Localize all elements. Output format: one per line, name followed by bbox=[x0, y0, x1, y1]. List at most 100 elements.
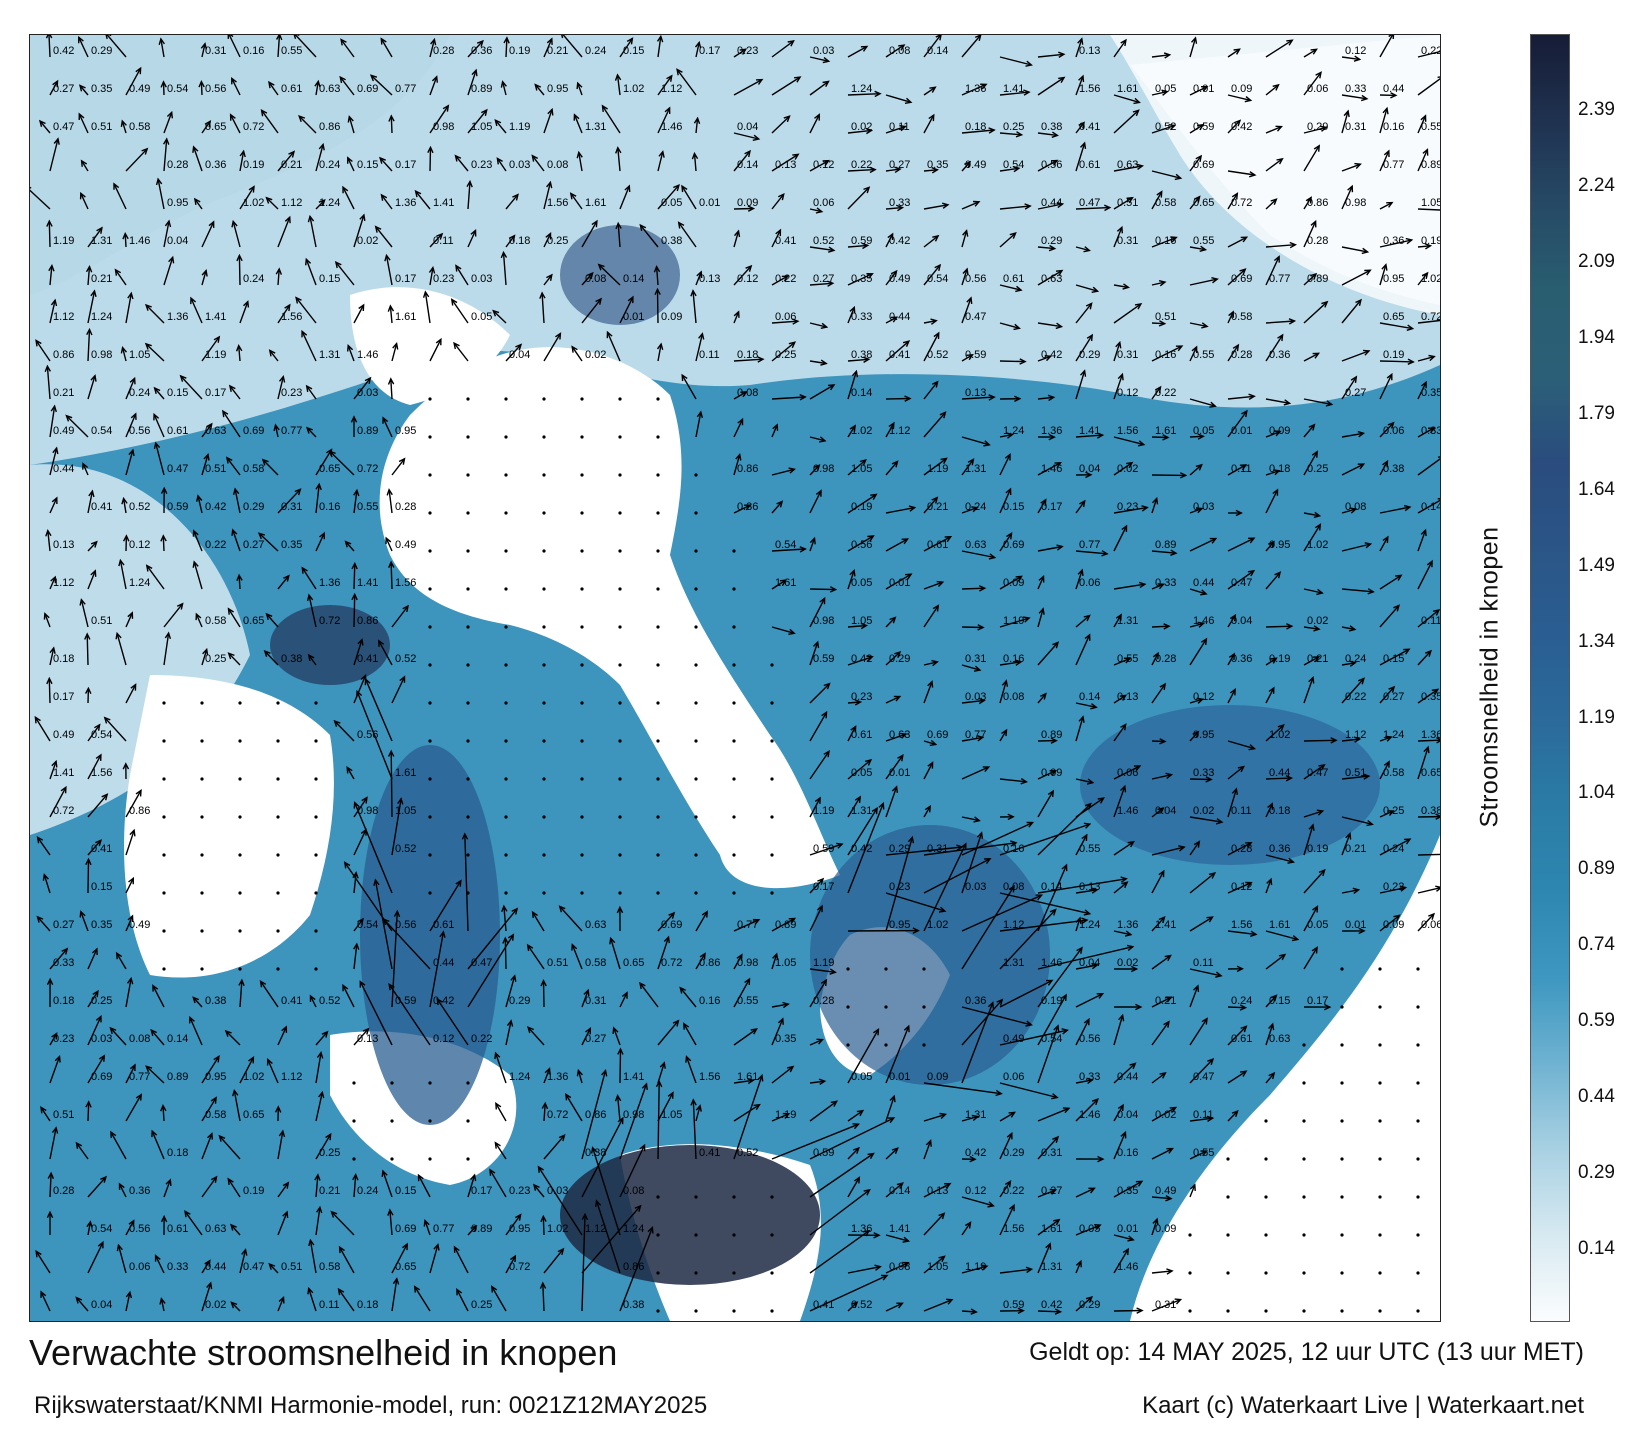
current-vector bbox=[1303, 512, 1320, 517]
current-vector bbox=[429, 105, 449, 134]
current-vector bbox=[961, 766, 989, 780]
speed-label: 0.86 bbox=[585, 1109, 606, 1121]
current-vector bbox=[1189, 1058, 1214, 1084]
current-vector-head bbox=[856, 1109, 865, 1117]
speed-label: 1.24 bbox=[129, 577, 150, 589]
current-vector-head bbox=[1353, 736, 1362, 743]
current-vector-head bbox=[301, 329, 308, 338]
current-vector-head bbox=[127, 611, 134, 619]
map-frame[interactable]: 0.42 0.29 0.31 0.16 0.55 0.28 0.36 0.19 0.21 0.24… bbox=[29, 34, 1441, 1322]
current-vector-head bbox=[1006, 1131, 1013, 1140]
current-vector bbox=[733, 132, 759, 140]
current-speed-labels: 0.42 0.29 0.31 0.16 0.55 0.28 0.36 0.19 0.21 0.24… bbox=[53, 45, 1440, 1311]
speed-label: 1.41 bbox=[1003, 83, 1024, 95]
current-vector bbox=[353, 304, 365, 324]
grid-dot bbox=[656, 511, 660, 515]
grid-dot bbox=[466, 1081, 470, 1085]
current-vector bbox=[961, 1222, 972, 1236]
speed-label: 0.05 bbox=[851, 577, 872, 589]
current-vector-head bbox=[1248, 744, 1257, 751]
current-vector bbox=[595, 1200, 621, 1274]
speed-label: 0.33 bbox=[1155, 577, 1176, 589]
current-vector bbox=[1227, 653, 1235, 666]
current-vector-head bbox=[207, 1132, 213, 1140]
current-vector bbox=[1303, 656, 1320, 666]
current-vector-head bbox=[1403, 504, 1412, 512]
current-vector-head bbox=[971, 506, 979, 513]
current-vector-head bbox=[1001, 679, 1009, 687]
current-vector-head bbox=[531, 910, 538, 919]
current-vector bbox=[298, 115, 317, 134]
current-vector bbox=[125, 915, 134, 932]
grid-dot bbox=[466, 435, 470, 439]
current-vector bbox=[771, 115, 790, 134]
current-vector-head bbox=[1208, 871, 1217, 879]
grid-dot bbox=[1302, 1043, 1306, 1047]
speed-label: 0.06 bbox=[1421, 919, 1440, 931]
current-vector-head bbox=[506, 1019, 514, 1027]
grid-dot bbox=[732, 1271, 736, 1275]
grid-dot bbox=[580, 853, 584, 857]
current-vector-head bbox=[353, 942, 360, 950]
current-vector bbox=[356, 691, 393, 780]
speed-label: 0.77 bbox=[737, 919, 758, 931]
speed-label: 0.41 bbox=[813, 1299, 834, 1311]
current-vector bbox=[1113, 197, 1133, 210]
current-vector-head bbox=[1272, 83, 1280, 91]
speed-label: 0.31 bbox=[927, 843, 948, 855]
current-vector-head bbox=[380, 193, 388, 201]
speed-label: 0.12 bbox=[1193, 691, 1214, 703]
current-vector bbox=[125, 978, 132, 1008]
current-vector bbox=[1417, 913, 1435, 932]
speed-label: 0.65 bbox=[395, 1261, 416, 1273]
current-vector bbox=[534, 84, 545, 96]
speed-label: 1.02 bbox=[927, 919, 948, 931]
current-vector-head bbox=[569, 192, 577, 200]
grid-dot bbox=[618, 739, 622, 743]
speed-label: 0.22 bbox=[471, 1033, 492, 1045]
current-vector bbox=[505, 1214, 522, 1236]
grid-dot bbox=[580, 587, 584, 591]
speed-label: 0.08 bbox=[737, 387, 758, 399]
current-vector-head bbox=[1197, 433, 1205, 440]
current-vector-head bbox=[1248, 393, 1256, 401]
current-vector bbox=[125, 449, 134, 476]
current-vector-head bbox=[647, 1226, 654, 1234]
current-vector bbox=[201, 43, 206, 58]
current-vector-head bbox=[213, 335, 221, 343]
current-vector bbox=[581, 1214, 586, 1312]
current-vector bbox=[885, 695, 901, 704]
grid-dot bbox=[1302, 1233, 1306, 1237]
current-vector-head bbox=[1163, 623, 1171, 630]
current-vector-head bbox=[971, 1114, 980, 1122]
current-vector bbox=[1341, 833, 1351, 856]
current-vector-head bbox=[540, 1214, 547, 1223]
current-vector-head bbox=[500, 80, 507, 88]
current-vector bbox=[847, 759, 872, 780]
current-vector bbox=[685, 1056, 697, 1084]
speed-label: 0.29 bbox=[1079, 1299, 1100, 1311]
current-vector bbox=[1075, 434, 1103, 438]
current-vector bbox=[543, 182, 552, 210]
speed-label: 0.23 bbox=[471, 159, 492, 171]
current-vector bbox=[49, 265, 53, 286]
current-vector bbox=[885, 1234, 909, 1242]
current-vector-head bbox=[45, 528, 52, 537]
current-vector bbox=[809, 1080, 825, 1084]
current-vector bbox=[1265, 430, 1281, 438]
speed-label: 0.72 bbox=[661, 957, 682, 969]
current-vector-head bbox=[887, 232, 894, 241]
current-vector-head bbox=[1349, 507, 1358, 514]
current-vector bbox=[269, 349, 279, 362]
legend-tick-label: 2.24 bbox=[1578, 174, 1615, 196]
current-vector-head bbox=[1025, 1266, 1034, 1274]
current-vector-head bbox=[1386, 372, 1393, 381]
current-vector-head bbox=[1138, 581, 1147, 589]
current-vector-head bbox=[1010, 840, 1018, 847]
current-vector-head bbox=[1311, 450, 1318, 458]
current-vector bbox=[46, 366, 51, 400]
current-vector bbox=[961, 816, 980, 822]
current-vector-head bbox=[1174, 1298, 1183, 1305]
current-vector bbox=[809, 750, 830, 780]
speed-label: 0.05 bbox=[661, 197, 682, 209]
